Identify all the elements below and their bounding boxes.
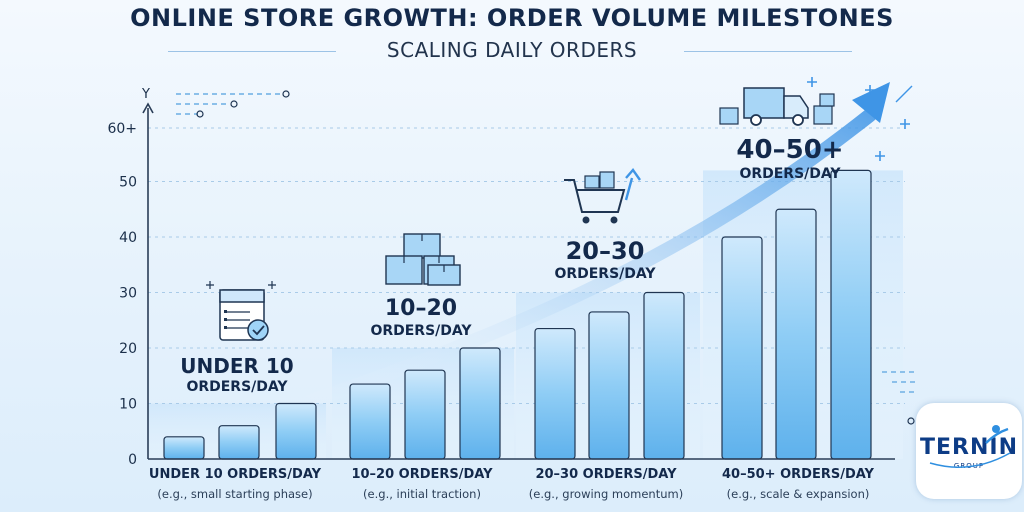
milestone-label: 20–30 ORDERS/DAY: [510, 237, 700, 283]
milestone-unit: ORDERS/DAY: [370, 323, 472, 339]
delivery-truck-icon: [719, 87, 835, 126]
y-tick-label: 30: [119, 286, 137, 302]
milestone-unit: ORDERS/DAY: [739, 166, 841, 182]
trend-arrow: [293, 108, 877, 412]
bar: [534, 327, 576, 460]
milestone-label: UNDER 10 ORDERS/DAY: [148, 354, 326, 396]
shopping-cart-icon: [564, 168, 641, 224]
bar: [163, 436, 205, 460]
milestone-range: 10–20: [384, 296, 458, 321]
bar: [218, 425, 260, 460]
subtitle-divider-right: [684, 51, 852, 52]
milestone-unit: ORDERS/DAY: [554, 266, 656, 282]
milestone-range: UNDER 10: [180, 354, 294, 378]
sparkle-icon: [875, 151, 885, 161]
milestone-label: 10–20 ORDERS/DAY: [326, 296, 516, 340]
logo-name: TERNIN: [920, 435, 1018, 460]
y-tick-label: 40: [119, 230, 137, 246]
y-axis-label: Y: [141, 87, 150, 102]
bar: [830, 169, 872, 460]
y-axis-arrow: [142, 102, 154, 114]
decor-dot: [196, 110, 204, 118]
decor-dot: [282, 90, 290, 98]
chart-subtitle: SCALING DAILY ORDERS: [386, 38, 638, 62]
y-tick-label: 20: [119, 341, 137, 357]
x-category-sublabel: (e.g., scale & expansion): [726, 487, 870, 501]
order-checklist-icon: [219, 289, 269, 341]
bar: [349, 383, 391, 460]
bar: [588, 311, 630, 460]
x-category-label: 20–30 ORDERS/DAY: [535, 467, 677, 482]
milestone-range: 40–50+: [736, 135, 844, 165]
x-category-sublabel: (e.g., small starting phase): [157, 487, 313, 501]
x-category-label: 10–20 ORDERS/DAY: [351, 467, 493, 482]
y-tick-label: 50: [119, 175, 137, 191]
ternin-logo: TERNIN GROUP: [916, 403, 1022, 499]
milestone-unit: ORDERS/DAY: [186, 379, 288, 395]
stacked-boxes-icon: [385, 233, 461, 286]
y-tick-label: 0: [128, 452, 137, 468]
x-category-label: UNDER 10 ORDERS/DAY: [148, 467, 322, 482]
bar: [643, 291, 685, 460]
y-tick-label: 10: [119, 397, 137, 413]
milestone-label: 40–50+ ORDERS/DAY: [690, 135, 890, 183]
sparkle-icon: [900, 119, 910, 129]
sparkle-icon: [865, 85, 875, 95]
logo-figure-icon: [929, 425, 1011, 468]
sparkle-icon: [807, 77, 817, 87]
bar: [721, 236, 763, 460]
x-category-sublabel: (e.g., initial traction): [363, 487, 481, 501]
x-category-label: 40–50+ ORDERS/DAY: [722, 467, 874, 482]
x-category-sublabel: (e.g., growing momentum): [528, 487, 684, 501]
subtitle-divider-left: [168, 51, 336, 52]
bar: [775, 208, 817, 460]
bar: [459, 347, 501, 460]
decor-dash: [895, 85, 913, 103]
chart-title: ONLINE STORE GROWTH: ORDER VOLUME MILEST…: [130, 4, 894, 32]
bar: [275, 402, 317, 460]
y-tick-label: 60+: [107, 121, 137, 137]
sparkle-icon: [206, 281, 214, 289]
decor-dot: [230, 100, 238, 108]
trend-arrow-head: [852, 82, 890, 123]
milestone-range: 20–30: [565, 237, 645, 265]
decor-dot: [907, 417, 915, 425]
bar: [404, 369, 446, 460]
sparkle-icon: [268, 281, 276, 289]
